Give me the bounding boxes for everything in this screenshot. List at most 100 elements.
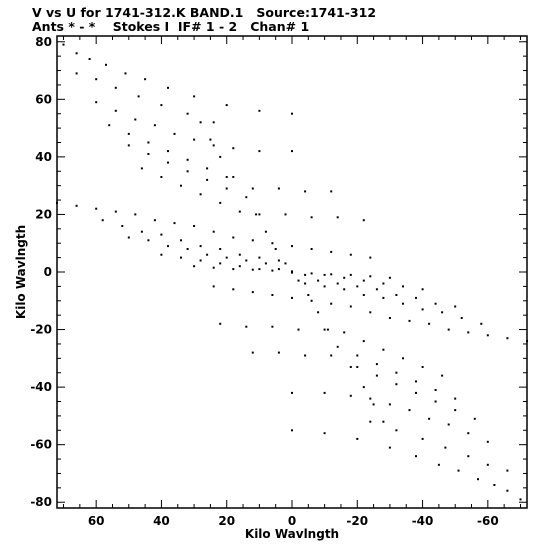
- x-tick-label: 60: [88, 514, 105, 528]
- uv-point: [415, 380, 417, 383]
- uv-point: [114, 109, 117, 112]
- uv-point: [56, 201, 58, 204]
- uv-point: [402, 357, 404, 360]
- y-tick-label: -60: [30, 438, 52, 452]
- uv-point: [444, 446, 447, 449]
- uv-point: [219, 322, 222, 325]
- uv-point: [304, 354, 307, 357]
- plot-subtitle: Ants * - * Stokes I IF# 1 - 2 Chan# 1: [32, 19, 310, 34]
- uv-point: [421, 308, 424, 311]
- y-tick-label: -80: [30, 495, 52, 509]
- uv-point: [402, 285, 404, 288]
- uv-point: [140, 167, 143, 170]
- uv-point: [193, 95, 196, 98]
- uv-point: [457, 469, 460, 472]
- uv-point: [232, 288, 235, 291]
- uv-point: [75, 52, 78, 55]
- uv-point: [167, 245, 169, 248]
- uv-point: [310, 272, 313, 275]
- uv-point: [277, 351, 280, 354]
- uv-point: [206, 167, 209, 170]
- uv-point: [369, 256, 372, 259]
- uv-point: [326, 328, 329, 331]
- uv-point: [147, 239, 150, 242]
- uv-point: [291, 150, 293, 153]
- uv-point: [160, 253, 163, 256]
- uv-point: [395, 294, 398, 296]
- uv-point: [274, 248, 277, 250]
- uv-point: [199, 121, 202, 124]
- uv-point: [434, 389, 437, 391]
- uv-point: [369, 275, 372, 278]
- uv-point: [291, 245, 293, 248]
- uv-point: [212, 266, 215, 269]
- uv-point: [167, 86, 169, 89]
- uv-point: [127, 132, 130, 135]
- uv-point: [434, 400, 437, 403]
- uv-point: [186, 248, 189, 250]
- uv-point: [395, 383, 398, 386]
- uv-point: [421, 366, 424, 368]
- uv-point: [310, 299, 313, 302]
- uv-point: [105, 63, 107, 66]
- uv-point: [369, 397, 372, 400]
- uv-point: [486, 440, 489, 443]
- uv-point: [167, 161, 169, 164]
- uv-point: [193, 138, 196, 141]
- uv-point: [330, 273, 333, 276]
- uv-point: [108, 124, 111, 127]
- uv-point: [88, 58, 91, 60]
- uv-point: [375, 374, 378, 377]
- uv-point: [251, 351, 254, 354]
- uv-point: [160, 176, 163, 178]
- uv-point: [330, 250, 333, 253]
- x-tick-label: 20: [218, 514, 235, 528]
- uv-point: [238, 253, 241, 256]
- uv-point: [271, 325, 274, 328]
- uv-point: [480, 322, 483, 325]
- uv-point: [140, 230, 143, 233]
- uv-point: [343, 288, 346, 291]
- uv-point: [193, 265, 196, 268]
- uv-point: [382, 348, 385, 351]
- uv-point: [167, 150, 169, 153]
- uv-point: [467, 455, 470, 458]
- uv-point: [375, 288, 378, 291]
- uv-point: [388, 276, 391, 279]
- uv-point: [75, 204, 78, 207]
- uv-point: [153, 219, 156, 222]
- y-tick-label: -20: [30, 323, 52, 337]
- x-tick-label: -40: [412, 514, 434, 528]
- uv-point: [101, 219, 104, 222]
- uv-point: [212, 121, 215, 124]
- y-tick-label: 60: [35, 92, 52, 106]
- uv-point: [330, 190, 333, 193]
- uv-point: [147, 141, 150, 144]
- uv-point: [225, 256, 228, 259]
- plot-title: V vs U for 1741-312.K BAND.1 Source:1741…: [32, 5, 377, 20]
- uv-point: [486, 334, 489, 337]
- x-axis-label: Kilo Wavlngth: [245, 527, 339, 541]
- x-tick-label: -60: [477, 514, 499, 528]
- uv-point: [454, 305, 457, 308]
- uv-point: [388, 403, 391, 406]
- y-axis-label: Kilo Wavlngth: [14, 225, 28, 319]
- uv-point: [212, 285, 215, 288]
- uv-point: [437, 463, 440, 466]
- uv-point: [180, 256, 182, 259]
- uv-point: [127, 236, 130, 239]
- uv-point: [258, 213, 261, 216]
- uv-point: [232, 147, 235, 150]
- uv-point: [251, 268, 254, 271]
- uv-point: [258, 268, 261, 271]
- uv-point: [493, 484, 496, 486]
- uv-point: [382, 420, 385, 423]
- uv-point: [277, 187, 280, 190]
- uv-point: [206, 178, 209, 181]
- uv-point: [277, 259, 280, 262]
- uv-point: [225, 176, 228, 178]
- uv-point: [415, 455, 417, 458]
- uv-point: [291, 391, 293, 394]
- uv-point: [362, 294, 365, 296]
- uv-point: [160, 233, 163, 236]
